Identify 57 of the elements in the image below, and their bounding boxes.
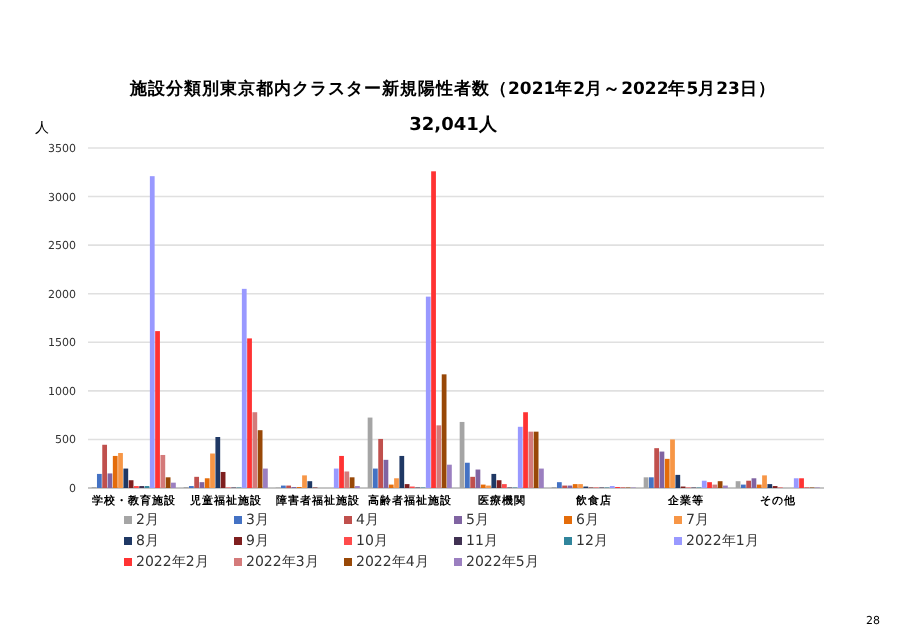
bar (112, 455, 118, 488)
bar (717, 481, 723, 488)
bar (394, 478, 399, 488)
bar (215, 437, 221, 488)
bar (344, 471, 350, 488)
bar (210, 453, 215, 488)
chart-subtitle: 32,041人 (409, 114, 499, 136)
bar (654, 448, 660, 488)
bar (149, 176, 155, 488)
bar (252, 412, 258, 488)
bar (491, 473, 497, 488)
bar (155, 331, 160, 488)
bar (431, 171, 436, 488)
bar (664, 458, 670, 488)
bar (707, 482, 712, 488)
chart-title: 施設分類別東京都内クラスター新規陽性者数（2021年2月～2022年5月23日） (128, 78, 776, 100)
bar (339, 455, 344, 488)
bar (793, 478, 799, 488)
bar (447, 464, 452, 488)
bar (528, 431, 534, 488)
bar (118, 453, 123, 488)
bar (701, 480, 707, 488)
bar (96, 473, 102, 488)
bar (307, 481, 313, 488)
bar (194, 476, 200, 488)
bar (464, 462, 470, 488)
bar (241, 288, 247, 488)
bar (517, 426, 523, 488)
bar (799, 478, 804, 488)
bar (648, 477, 654, 488)
bar (670, 439, 675, 488)
bar (378, 438, 384, 488)
bar (441, 374, 447, 488)
bar (165, 477, 171, 488)
bar (160, 454, 166, 488)
bar (746, 480, 752, 488)
bar (302, 475, 307, 488)
bar (470, 476, 476, 488)
bar (762, 475, 767, 488)
bar (102, 444, 108, 488)
bar (171, 482, 176, 488)
bar (263, 468, 268, 488)
bar (425, 296, 431, 488)
bar (533, 431, 539, 488)
bar (333, 468, 339, 488)
bar (257, 430, 263, 488)
bar (372, 468, 378, 488)
bar (556, 482, 562, 488)
bar (675, 474, 681, 488)
bar (349, 477, 355, 488)
bar (204, 478, 210, 488)
bar (247, 338, 252, 488)
bar (123, 468, 129, 488)
bar (523, 412, 528, 488)
bar (539, 468, 544, 488)
bar (399, 455, 405, 488)
bar (436, 425, 442, 488)
